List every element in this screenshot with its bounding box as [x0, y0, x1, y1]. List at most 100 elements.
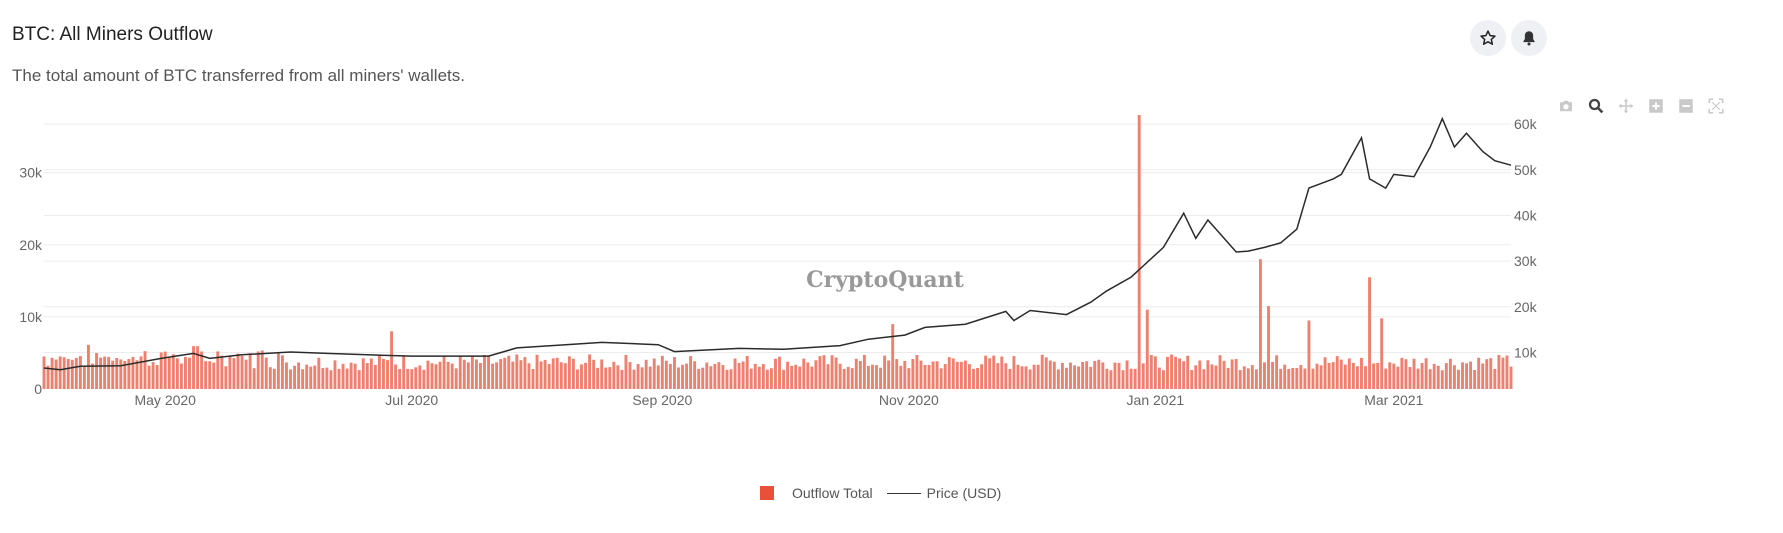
outflow-bar: [1396, 366, 1400, 389]
outflow-bar: [349, 362, 353, 389]
favorite-button[interactable]: [1470, 20, 1506, 56]
outflow-bar: [697, 368, 701, 389]
outflow-bar: [1477, 357, 1481, 389]
outflow-bar: [260, 350, 264, 389]
outflow-bar: [1473, 369, 1477, 389]
outflow-bar: [1432, 363, 1436, 389]
outflow-bar: [236, 353, 240, 389]
alert-button[interactable]: [1511, 20, 1547, 56]
outflow-bar: [571, 358, 575, 389]
outflow-bar: [276, 352, 280, 389]
outflow-bar: [204, 361, 208, 389]
outflow-bar: [531, 369, 535, 389]
outflow-bar: [547, 364, 551, 389]
outflow-bar: [50, 357, 54, 389]
outflow-bar: [139, 356, 143, 389]
outflow-bar: [519, 360, 523, 389]
outflow-bar: [78, 356, 82, 389]
outflow-bar: [103, 356, 107, 389]
outflow-bar: [406, 368, 410, 389]
reset-axes-icon[interactable]: [1701, 94, 1731, 118]
legend-item-price[interactable]: Price (USD): [886, 485, 1002, 501]
outflow-bar: [1210, 364, 1214, 389]
outflow-bar: [927, 364, 931, 389]
outflow-bar: [1117, 362, 1121, 389]
outflow-bar: [398, 369, 402, 389]
outflow-bar: [883, 355, 887, 389]
outflow-bar: [644, 359, 648, 389]
outflow-bar: [1481, 363, 1485, 389]
outflow-bar: [899, 365, 903, 389]
outflow-bar: [1275, 355, 1279, 389]
outflow-bar: [858, 360, 862, 389]
outflow-bars: [42, 115, 1513, 389]
outflow-bar: [1279, 368, 1283, 389]
outflow-bar: [127, 358, 131, 389]
outflow-bar: [1444, 363, 1448, 389]
outflow-bar: [1194, 365, 1198, 389]
outflow-bar: [1073, 365, 1076, 389]
outflow-bar: [1230, 359, 1234, 389]
outflow-bar: [988, 358, 992, 389]
pan-icon[interactable]: [1611, 94, 1641, 118]
outflow-bar: [462, 359, 466, 389]
outflow-bar: [293, 365, 297, 389]
outflow-bar: [446, 361, 450, 389]
outflow-bar: [1469, 361, 1473, 389]
outflow-bar: [1149, 355, 1153, 389]
outflow-bar: [268, 367, 272, 389]
outflow-bar: [410, 369, 414, 389]
legend-swatch-line: [886, 492, 921, 494]
outflow-bar: [1485, 359, 1489, 389]
price-line: [43, 116, 1512, 371]
outflow-bar: [1331, 362, 1335, 389]
outflow-bar: [620, 369, 624, 389]
outflow-bar: [244, 359, 248, 389]
outflow-bar: [491, 363, 495, 389]
camera-icon[interactable]: [1551, 94, 1581, 118]
outflow-bar: [1089, 366, 1093, 389]
y-right-tick-label: 40k: [1514, 207, 1538, 223]
x-tick-label: Jan 2021: [1127, 392, 1185, 408]
outflow-bar: [1388, 362, 1392, 389]
outflow-bar: [838, 363, 842, 389]
outflow-bar: [357, 370, 361, 389]
outflow-bar: [1291, 367, 1295, 389]
outflow-bar: [1016, 364, 1020, 389]
outflow-bar: [1198, 360, 1202, 389]
zoom-in-icon[interactable]: [1641, 94, 1671, 118]
outflow-bar: [947, 357, 951, 389]
outflow-bar: [1400, 357, 1404, 389]
outflow-bar: [224, 366, 228, 389]
outflow-bar: [1323, 357, 1327, 389]
outflow-bar: [1178, 358, 1182, 389]
outflow-bar: [992, 355, 996, 389]
outflow-bar: [612, 361, 616, 389]
outflow-bar: [976, 368, 979, 389]
y-left-tick-label: 0: [34, 381, 42, 397]
outflow-bar: [850, 368, 854, 389]
zoom-out-icon[interactable]: [1671, 94, 1701, 118]
outflow-bar: [963, 360, 967, 389]
legend-item-outflow[interactable]: Outflow Total: [760, 485, 873, 501]
outflow-bar: [903, 360, 907, 389]
outflow-bar: [596, 367, 600, 389]
outflow-bar: [600, 359, 604, 389]
outflow-bar: [46, 365, 50, 389]
outflow-bar: [402, 356, 406, 389]
outflow-bar: [264, 357, 268, 389]
outflow-bar: [171, 354, 175, 389]
outflow-bar: [834, 357, 838, 389]
axes: 0 10k 20k 30k 10k 20k 30k 40k 50k 60k May 2020 Jul …: [19, 116, 1537, 408]
outflow-bar: [713, 363, 717, 389]
outflow-bar: [1141, 363, 1145, 389]
outflow-bar: [390, 331, 393, 389]
legend-label-price: Price (USD): [926, 485, 1002, 501]
outflow-bar: [1351, 362, 1355, 389]
zoom-icon[interactable]: [1581, 94, 1611, 118]
outflow-bar: [866, 365, 870, 389]
outflow-bar: [1032, 364, 1036, 389]
outflow-bar: [1145, 309, 1149, 389]
grid: [44, 123, 1511, 353]
